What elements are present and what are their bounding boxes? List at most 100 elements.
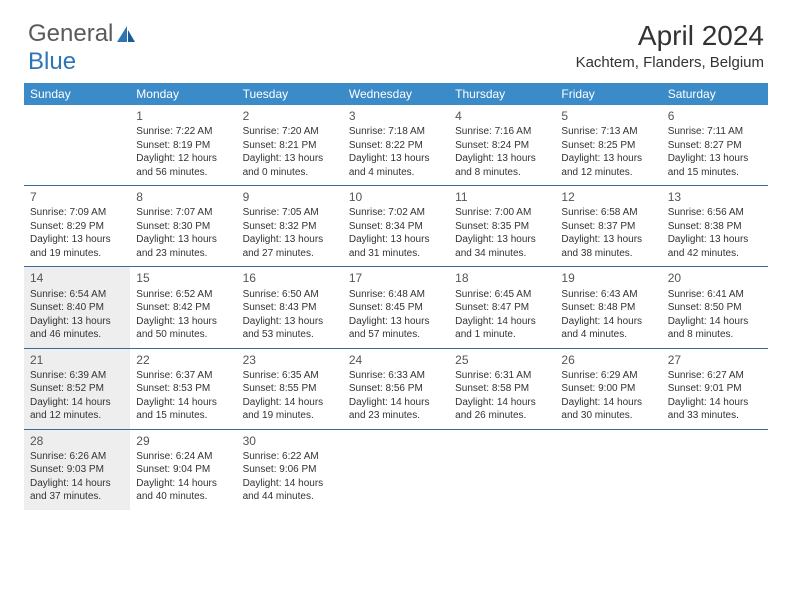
daylight-text: Daylight: 14 hours and 1 minute.	[455, 315, 549, 342]
sunrise-text: Sunrise: 7:22 AM	[136, 125, 230, 139]
sunset-text: Sunset: 8:42 PM	[136, 301, 230, 315]
day-number: 22	[136, 352, 230, 368]
sunrise-text: Sunrise: 6:41 AM	[668, 288, 762, 302]
location-text: Kachtem, Flanders, Belgium	[576, 54, 764, 71]
day-cell	[449, 430, 555, 510]
sunrise-text: Sunrise: 6:27 AM	[668, 369, 762, 383]
day-cell: 19Sunrise: 6:43 AMSunset: 8:48 PMDayligh…	[555, 267, 661, 347]
daylight-text: Daylight: 13 hours and 38 minutes.	[561, 233, 655, 260]
week-row: 7Sunrise: 7:09 AMSunset: 8:29 PMDaylight…	[24, 185, 768, 266]
day-cell: 21Sunrise: 6:39 AMSunset: 8:52 PMDayligh…	[24, 349, 130, 429]
sunrise-text: Sunrise: 6:29 AM	[561, 369, 655, 383]
sunset-text: Sunset: 8:45 PM	[349, 301, 443, 315]
day-cell: 8Sunrise: 7:07 AMSunset: 8:30 PMDaylight…	[130, 186, 236, 266]
weekday-header: Saturday	[662, 83, 768, 105]
day-cell: 5Sunrise: 7:13 AMSunset: 8:25 PMDaylight…	[555, 105, 661, 185]
day-cell: 3Sunrise: 7:18 AMSunset: 8:22 PMDaylight…	[343, 105, 449, 185]
daylight-text: Daylight: 13 hours and 27 minutes.	[243, 233, 337, 260]
daylight-text: Daylight: 13 hours and 15 minutes.	[668, 152, 762, 179]
sunrise-text: Sunrise: 7:02 AM	[349, 206, 443, 220]
sunrise-text: Sunrise: 7:09 AM	[30, 206, 124, 220]
sunset-text: Sunset: 8:29 PM	[30, 220, 124, 234]
sunrise-text: Sunrise: 6:35 AM	[243, 369, 337, 383]
sunrise-text: Sunrise: 6:37 AM	[136, 369, 230, 383]
daylight-text: Daylight: 13 hours and 34 minutes.	[455, 233, 549, 260]
sunset-text: Sunset: 8:25 PM	[561, 139, 655, 153]
daylight-text: Daylight: 14 hours and 19 minutes.	[243, 396, 337, 423]
daylight-text: Daylight: 14 hours and 26 minutes.	[455, 396, 549, 423]
day-cell: 2Sunrise: 7:20 AMSunset: 8:21 PMDaylight…	[237, 105, 343, 185]
day-cell: 7Sunrise: 7:09 AMSunset: 8:29 PMDaylight…	[24, 186, 130, 266]
sunset-text: Sunset: 8:47 PM	[455, 301, 549, 315]
day-number: 11	[455, 189, 549, 205]
day-number: 24	[349, 352, 443, 368]
daylight-text: Daylight: 12 hours and 56 minutes.	[136, 152, 230, 179]
day-cell: 25Sunrise: 6:31 AMSunset: 8:58 PMDayligh…	[449, 349, 555, 429]
daylight-text: Daylight: 13 hours and 53 minutes.	[243, 315, 337, 342]
day-cell: 16Sunrise: 6:50 AMSunset: 8:43 PMDayligh…	[237, 267, 343, 347]
day-cell: 28Sunrise: 6:26 AMSunset: 9:03 PMDayligh…	[24, 430, 130, 510]
day-number: 8	[136, 189, 230, 205]
sunrise-text: Sunrise: 7:00 AM	[455, 206, 549, 220]
day-cell: 11Sunrise: 7:00 AMSunset: 8:35 PMDayligh…	[449, 186, 555, 266]
daylight-text: Daylight: 14 hours and 12 minutes.	[30, 396, 124, 423]
sunset-text: Sunset: 8:30 PM	[136, 220, 230, 234]
sunrise-text: Sunrise: 6:54 AM	[30, 288, 124, 302]
day-cell: 30Sunrise: 6:22 AMSunset: 9:06 PMDayligh…	[237, 430, 343, 510]
day-number: 21	[30, 352, 124, 368]
sunrise-text: Sunrise: 7:07 AM	[136, 206, 230, 220]
sunrise-text: Sunrise: 6:31 AM	[455, 369, 549, 383]
day-number: 17	[349, 270, 443, 286]
day-number: 23	[243, 352, 337, 368]
sunrise-text: Sunrise: 7:16 AM	[455, 125, 549, 139]
day-cell	[343, 430, 449, 510]
sunset-text: Sunset: 8:22 PM	[349, 139, 443, 153]
sunset-text: Sunset: 8:55 PM	[243, 382, 337, 396]
daylight-text: Daylight: 14 hours and 4 minutes.	[561, 315, 655, 342]
day-cell: 6Sunrise: 7:11 AMSunset: 8:27 PMDaylight…	[662, 105, 768, 185]
day-cell: 13Sunrise: 6:56 AMSunset: 8:38 PMDayligh…	[662, 186, 768, 266]
logo: General	[28, 20, 137, 48]
daylight-text: Daylight: 13 hours and 19 minutes.	[30, 233, 124, 260]
day-cell: 18Sunrise: 6:45 AMSunset: 8:47 PMDayligh…	[449, 267, 555, 347]
daylight-text: Daylight: 13 hours and 50 minutes.	[136, 315, 230, 342]
week-row: 21Sunrise: 6:39 AMSunset: 8:52 PMDayligh…	[24, 348, 768, 429]
sunset-text: Sunset: 8:56 PM	[349, 382, 443, 396]
daylight-text: Daylight: 13 hours and 8 minutes.	[455, 152, 549, 179]
day-cell: 23Sunrise: 6:35 AMSunset: 8:55 PMDayligh…	[237, 349, 343, 429]
day-number: 13	[668, 189, 762, 205]
calendar: Sunday Monday Tuesday Wednesday Thursday…	[24, 83, 768, 510]
sunset-text: Sunset: 9:04 PM	[136, 463, 230, 477]
sunset-text: Sunset: 9:01 PM	[668, 382, 762, 396]
daylight-text: Daylight: 13 hours and 57 minutes.	[349, 315, 443, 342]
sunrise-text: Sunrise: 6:24 AM	[136, 450, 230, 464]
day-cell: 4Sunrise: 7:16 AMSunset: 8:24 PMDaylight…	[449, 105, 555, 185]
day-number: 9	[243, 189, 337, 205]
sunrise-text: Sunrise: 6:33 AM	[349, 369, 443, 383]
sunset-text: Sunset: 8:40 PM	[30, 301, 124, 315]
logo-text-general: General	[28, 20, 113, 48]
weekday-header: Wednesday	[343, 83, 449, 105]
sunrise-text: Sunrise: 7:13 AM	[561, 125, 655, 139]
day-number: 28	[30, 433, 124, 449]
sunset-text: Sunset: 8:24 PM	[455, 139, 549, 153]
sunset-text: Sunset: 8:53 PM	[136, 382, 230, 396]
day-cell: 14Sunrise: 6:54 AMSunset: 8:40 PMDayligh…	[24, 267, 130, 347]
logo-text-blue: Blue	[28, 48, 76, 76]
sunrise-text: Sunrise: 6:56 AM	[668, 206, 762, 220]
sunset-text: Sunset: 8:52 PM	[30, 382, 124, 396]
sunset-text: Sunset: 8:21 PM	[243, 139, 337, 153]
day-number: 26	[561, 352, 655, 368]
sunset-text: Sunset: 8:32 PM	[243, 220, 337, 234]
weekday-header: Friday	[555, 83, 661, 105]
day-cell: 24Sunrise: 6:33 AMSunset: 8:56 PMDayligh…	[343, 349, 449, 429]
day-cell: 10Sunrise: 7:02 AMSunset: 8:34 PMDayligh…	[343, 186, 449, 266]
sunrise-text: Sunrise: 7:11 AM	[668, 125, 762, 139]
sunrise-text: Sunrise: 6:52 AM	[136, 288, 230, 302]
day-number: 5	[561, 108, 655, 124]
sunset-text: Sunset: 8:37 PM	[561, 220, 655, 234]
daylight-text: Daylight: 13 hours and 46 minutes.	[30, 315, 124, 342]
day-cell: 1Sunrise: 7:22 AMSunset: 8:19 PMDaylight…	[130, 105, 236, 185]
month-title: April 2024	[576, 20, 764, 52]
sunrise-text: Sunrise: 6:50 AM	[243, 288, 337, 302]
